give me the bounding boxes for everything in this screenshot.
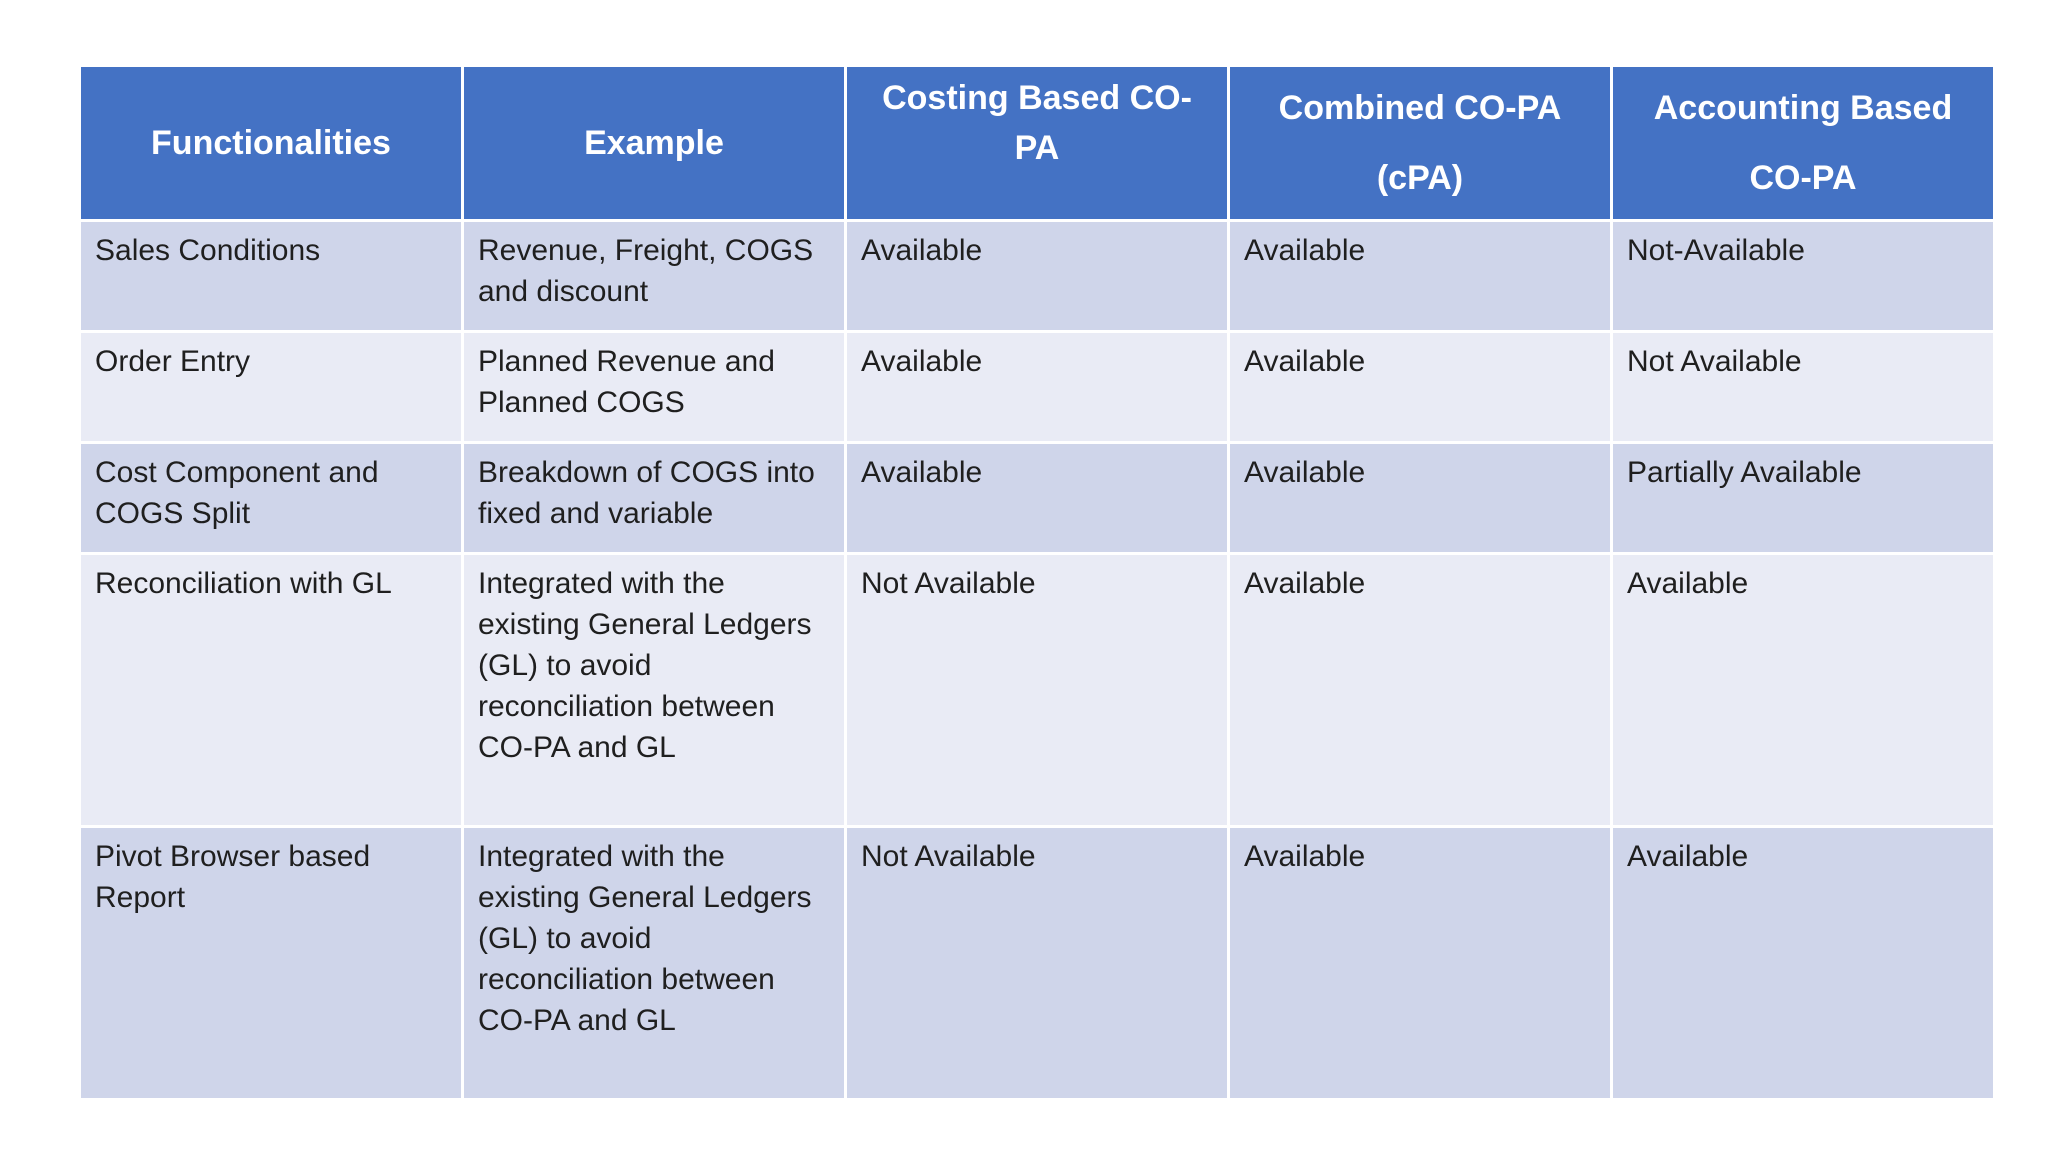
cell-accounting: Not-Available: [1610, 219, 1996, 333]
header-row: Functionalities Example Costing Based CO…: [78, 64, 1996, 222]
cell-combined: Available: [1227, 552, 1613, 828]
cell-accounting: Not Available: [1610, 330, 1996, 444]
cell-costing: Available: [844, 441, 1230, 555]
cell-example: Planned Revenue and Planned COGS: [461, 330, 847, 444]
header-combined: Combined CO-PA (cPA): [1227, 64, 1613, 222]
header-accounting-based: Accounting Based CO-PA: [1610, 64, 1996, 222]
cell-functionality: Pivot Browser based Report: [78, 825, 464, 1101]
cell-accounting: Available: [1610, 825, 1996, 1101]
table-row: Cost Component and COGS Split Breakdown …: [78, 441, 1996, 555]
cell-functionality: Sales Conditions: [78, 219, 464, 333]
cell-combined: Available: [1227, 219, 1613, 333]
table-row: Reconciliation with GL Integrated with t…: [78, 552, 1996, 828]
cell-functionality: Cost Component and COGS Split: [78, 441, 464, 555]
cell-combined: Available: [1227, 441, 1613, 555]
header-functionalities: Functionalities: [78, 64, 464, 222]
table-row: Order Entry Planned Revenue and Planned …: [78, 330, 1996, 444]
cell-costing: Available: [844, 219, 1230, 333]
cell-costing: Not Available: [844, 825, 1230, 1101]
cell-example: Breakdown of COGS into fixed and variabl…: [461, 441, 847, 555]
cell-combined: Available: [1227, 825, 1613, 1101]
cell-example: Revenue, Freight, COGS and discount: [461, 219, 847, 333]
table-row: Sales Conditions Revenue, Freight, COGS …: [78, 219, 1996, 333]
cell-costing: Not Available: [844, 552, 1230, 828]
header-example: Example: [461, 64, 847, 222]
cell-costing: Available: [844, 330, 1230, 444]
cell-functionality: Order Entry: [78, 330, 464, 444]
comparison-table: Functionalities Example Costing Based CO…: [78, 64, 1996, 1101]
cell-accounting: Partially Available: [1610, 441, 1996, 555]
table-row: Pivot Browser based Report Integrated wi…: [78, 825, 1996, 1101]
cell-functionality: Reconciliation with GL: [78, 552, 464, 828]
cell-example: Integrated with the existing General Led…: [461, 825, 847, 1101]
cell-accounting: Available: [1610, 552, 1996, 828]
cell-example: Integrated with the existing General Led…: [461, 552, 847, 828]
header-costing-based: Costing Based CO- PA: [844, 64, 1230, 222]
cell-combined: Available: [1227, 330, 1613, 444]
